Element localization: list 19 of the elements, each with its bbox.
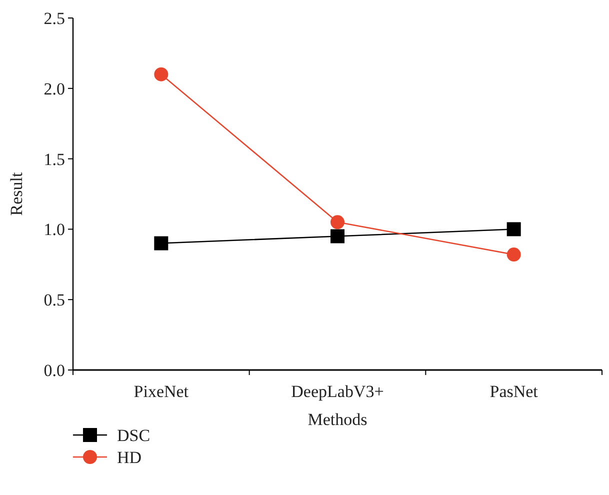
- y-axis-title: Result: [7, 172, 26, 216]
- x-tick-label: PixeNet: [134, 382, 189, 401]
- y-tick-label: 0.5: [44, 290, 65, 310]
- y-tick-label: 2.5: [44, 8, 65, 28]
- point: [154, 236, 168, 250]
- y-tick-label: 0.0: [44, 360, 65, 380]
- y-tick-label: 1.5: [44, 150, 65, 169]
- x-tick-label: PasNet: [490, 382, 538, 401]
- point: [506, 222, 521, 236]
- point: [154, 67, 168, 82]
- y-tick-label: 1.0: [44, 220, 65, 240]
- y-tick-label: 2.0: [44, 79, 65, 98]
- point: [330, 215, 344, 230]
- x-tick-label: DeepLabV3+: [291, 382, 384, 401]
- legend-label: HD: [117, 448, 142, 467]
- point: [330, 229, 344, 244]
- legend-label: DSC: [117, 426, 150, 445]
- x-axis-title: Methods: [308, 410, 368, 429]
- point: [506, 248, 521, 262]
